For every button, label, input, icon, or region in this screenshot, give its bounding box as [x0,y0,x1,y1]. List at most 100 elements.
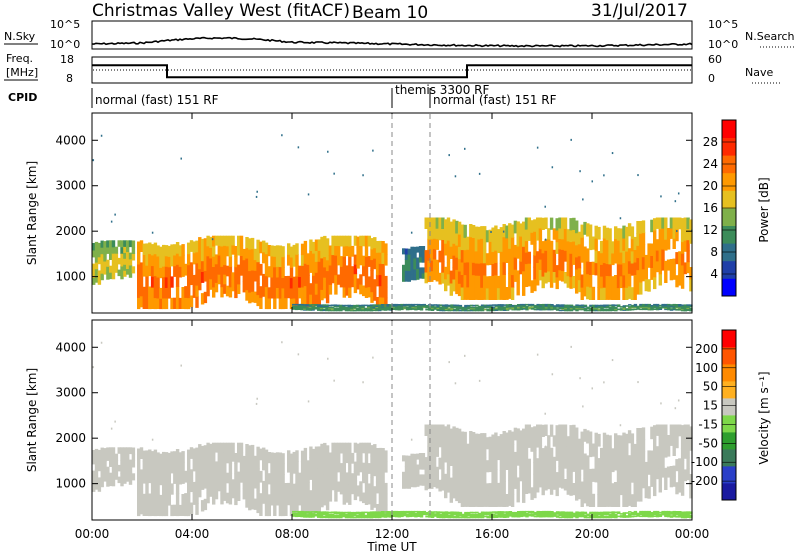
velocity-cell [569,425,573,438]
power-cell [342,305,346,308]
velocity-cell [131,453,136,461]
velocity-cell [591,493,596,507]
power-cell [198,247,202,259]
power-cell [628,304,632,306]
power-cell [323,266,327,278]
power-cell [527,251,531,264]
velocity-cell [636,515,640,517]
power-cell [533,231,537,244]
power-cell [480,306,485,309]
power-cell [432,238,437,250]
power-cell [597,263,601,276]
power-cell [517,305,521,308]
power-cell [594,307,599,310]
velocity-cell [97,484,102,492]
velocity-cell [353,471,358,482]
velocity-cell [384,493,388,506]
power-cell [413,263,417,270]
velocity-cell [417,513,421,516]
power-cell [555,276,559,290]
power-cell [439,307,443,310]
velocity-cell [449,440,453,454]
velocity-cell [497,513,501,515]
velocity-colorbar-tick-label: 100 [695,361,718,375]
power-cell [647,303,651,306]
velocity-cell [658,469,662,482]
velocity-cell [153,493,158,506]
power-cell [397,306,401,309]
power-cell [345,265,349,276]
power-cell [317,304,321,306]
power-cell [237,235,241,246]
power-cell [317,239,321,251]
power-cell [404,264,409,271]
velocity-cell [457,453,462,467]
velocity-cell [418,474,423,481]
power-cell [605,227,609,241]
velocity-cell [407,466,411,473]
velocity-cell [538,455,543,467]
velocity-cell [319,513,324,516]
velocity-cell [192,448,196,461]
velocity-cell [309,446,313,458]
power-cell [375,241,380,253]
power-cell [142,243,146,255]
power-cell [669,304,674,306]
velocity-cell [475,511,479,514]
power-cell [355,307,360,310]
velocity-cell [475,515,479,518]
velocity-cell [633,512,638,515]
velocity-cell [381,492,385,505]
velocity-cell [441,446,445,458]
power-cell [655,239,660,251]
velocity-cell [256,457,260,470]
power-cell [237,264,241,275]
power-cell [564,307,568,310]
power-cell [333,305,338,308]
velocity-cell [650,511,654,514]
velocity-cell [378,470,383,483]
velocity-cell [605,515,610,518]
power-cell [303,308,307,310]
power-cell [530,280,534,293]
power-cell [306,297,310,309]
velocity-cell [517,512,521,514]
power-cell [239,265,244,276]
power-cell [597,305,601,308]
velocity-cell [661,445,665,457]
velocity-cell [139,480,144,493]
velocity-cell [508,514,513,516]
velocity-cell [375,470,380,483]
power-cell [641,232,646,246]
velocity-cell [680,514,685,517]
velocity-cell [458,511,463,514]
power-colorbar-swatch [722,208,736,226]
velocity-cell [309,468,313,480]
power-cell [486,309,490,312]
power-cell [430,228,434,240]
velocity-cell [541,459,545,472]
power-cell [339,266,344,278]
power-speckle [454,175,457,178]
power-colorbar-tick-label: 20 [703,179,718,193]
power-cell [675,217,679,230]
velocity-cell [552,467,557,479]
power-cell [641,256,646,270]
velocity-cell [167,463,171,475]
velocity-cell [367,511,371,514]
power-cell [639,221,643,234]
power-cell [513,269,518,282]
velocity-cell [404,460,409,467]
velocity-cell [309,490,313,502]
velocity-cell [245,444,249,456]
velocity-cell [342,493,346,505]
velocity-cell [446,469,451,482]
velocity-cell [331,470,335,481]
power-cell [139,295,144,308]
velocity-cell [156,473,160,485]
power-cell [569,308,574,311]
cpid-segment-2: themis 3300 RF [395,83,489,97]
power-cell [330,304,335,307]
velocity-cell [605,434,609,448]
velocity-cell [550,514,554,517]
